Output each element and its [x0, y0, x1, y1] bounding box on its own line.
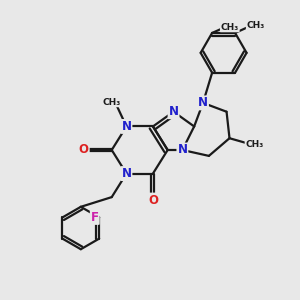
Text: CH₃: CH₃	[247, 21, 265, 30]
Text: CH₃: CH₃	[221, 22, 239, 32]
Text: N: N	[122, 167, 131, 180]
Text: CH₃: CH₃	[245, 140, 264, 148]
Text: N: N	[122, 120, 131, 133]
Text: F: F	[91, 211, 99, 224]
Text: N: N	[169, 105, 178, 118]
Text: O: O	[148, 194, 158, 207]
Text: O: O	[79, 143, 89, 157]
Text: CH₃: CH₃	[103, 98, 121, 106]
Text: N: N	[177, 143, 188, 157]
Text: N: N	[198, 96, 208, 110]
